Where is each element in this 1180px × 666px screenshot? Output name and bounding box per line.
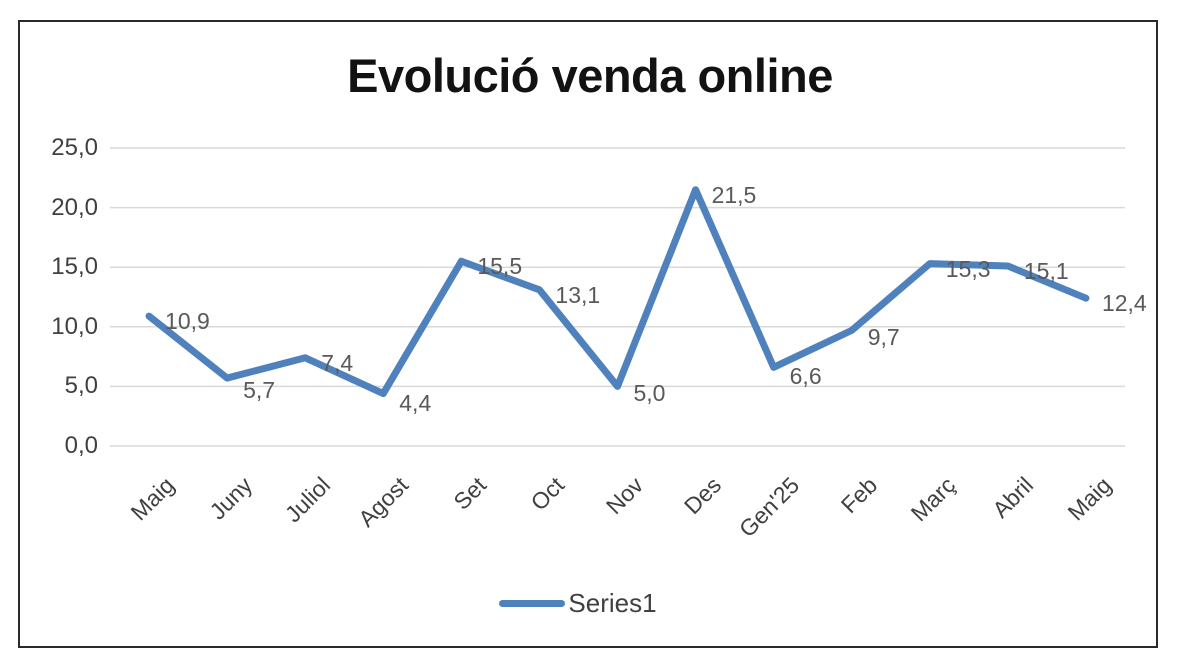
legend: Series1 <box>0 588 1168 618</box>
data-label: 10,9 <box>165 308 210 335</box>
data-label: 21,5 <box>711 181 757 208</box>
data-label: 9,7 <box>867 324 900 351</box>
data-label: 5,0 <box>633 380 666 407</box>
y-tick-label: 15,0 <box>51 253 98 281</box>
data-label: 15,3 <box>945 255 991 282</box>
data-label: 4,4 <box>399 389 432 416</box>
data-label: 12,4 <box>1101 290 1147 317</box>
data-label: 6,6 <box>789 363 822 390</box>
data-label: 7,4 <box>321 349 354 376</box>
data-label: 15,1 <box>1023 258 1069 284</box>
y-tick-label: 0,0 <box>64 432 98 459</box>
y-tick-label: 5,0 <box>64 372 98 400</box>
chart-title: Evolució venda online <box>347 49 833 102</box>
y-tick-label: 10,0 <box>51 312 98 340</box>
y-tick-label: 25,0 <box>51 134 98 161</box>
data-label: 15,5 <box>477 253 523 280</box>
y-tick-label: 20,0 <box>51 193 98 221</box>
data-label: 5,7 <box>243 377 276 404</box>
legend-line-swatch <box>499 599 566 607</box>
legend-series-label: Series1 <box>568 588 657 618</box>
data-label: 13,1 <box>555 281 601 308</box>
